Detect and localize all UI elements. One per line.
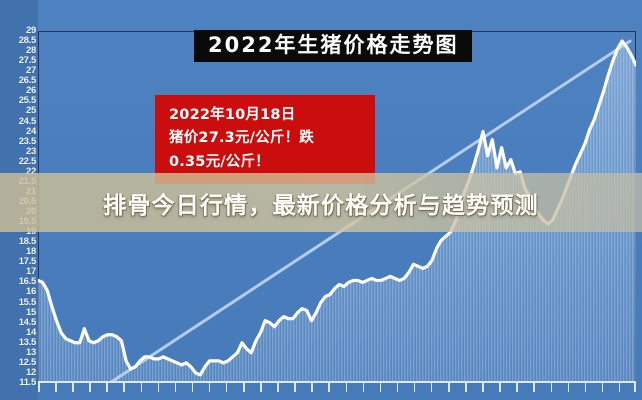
x-axis-line	[38, 381, 636, 383]
x-axis-tick	[413, 383, 416, 392]
x-axis-tick	[618, 383, 621, 392]
x-axis-tick	[430, 383, 433, 392]
callout-line-change: 0.35元/公斤！	[169, 153, 270, 170]
x-axis-tick	[260, 383, 262, 392]
x-axis-tick	[277, 383, 279, 392]
x-axis-tick	[448, 383, 450, 392]
x-axis-tick	[294, 383, 296, 392]
overlay-headline: 排骨今日行情，最新价格分析与趋势预测	[103, 192, 539, 219]
x-axis-tick	[345, 383, 348, 392]
x-axis-tick	[38, 383, 40, 392]
x-axis-tick	[123, 383, 125, 392]
x-axis-tick	[243, 383, 245, 392]
x-axis	[38, 381, 636, 395]
x-axis-tick	[499, 383, 501, 392]
y-axis-tick: 13.5	[18, 336, 37, 348]
y-axis-tick: 26.5	[18, 75, 37, 87]
y-axis-tick: 11.5	[19, 377, 36, 388]
x-axis-tick	[516, 383, 518, 392]
y-axis-tick: 18.5	[18, 236, 37, 248]
y-axis-tick: 13	[26, 346, 36, 358]
x-axis-tick	[362, 383, 365, 392]
y-axis-tick: 14.5	[18, 316, 37, 328]
x-axis-tick	[550, 383, 553, 392]
overlay-banner-band	[0, 173, 642, 232]
x-axis-tick	[174, 383, 177, 392]
y-axis-tick: 18	[26, 246, 36, 258]
y-axis-tick: 12.5	[18, 356, 37, 368]
x-axis-tick	[584, 383, 587, 392]
x-axis-tick	[106, 383, 108, 392]
x-axis-tick	[72, 383, 74, 392]
y-axis-tick: 29	[26, 25, 36, 36]
x-axis-tick	[208, 383, 211, 392]
x-axis-tick	[311, 383, 313, 392]
x-axis-tick	[157, 383, 160, 392]
x-axis-tick	[482, 383, 484, 392]
y-axis-tick: 17.5	[18, 256, 37, 268]
x-axis-tick	[396, 383, 399, 392]
y-axis-tick: 26	[26, 85, 36, 97]
price-callout-box: 2022年10月18日 猪价27.3元/公斤！跌 0.35元/公斤！	[155, 95, 375, 185]
x-axis-tick	[601, 383, 604, 392]
y-axis-tick: 15	[26, 306, 36, 318]
chart-title-plate: 2022年生猪价格走势图	[194, 30, 473, 63]
y-axis-tick: 14	[26, 326, 36, 338]
y-axis-tick: 22	[26, 165, 36, 177]
x-axis-tick	[465, 383, 467, 392]
y-axis-tick: 23	[26, 145, 36, 157]
y-axis-tick: 27.5	[18, 55, 37, 67]
y-axis-tick: 28	[26, 45, 36, 57]
y-axis-tick: 27	[26, 65, 36, 77]
y-axis-tick: 16.5	[18, 276, 37, 288]
x-axis-tick	[379, 383, 382, 392]
x-axis-tick	[533, 383, 535, 392]
y-axis-tick: 16	[26, 286, 36, 298]
y-axis-tick: 17	[26, 266, 36, 278]
y-axis-tick: 24.5	[18, 115, 37, 127]
y-axis-tick: 24	[26, 125, 36, 137]
y-axis-tick: 12	[26, 366, 36, 378]
callout-line-date: 2022年10月18日	[169, 107, 296, 123]
x-axis-tick	[225, 383, 228, 392]
x-axis-tick	[140, 383, 142, 392]
x-axis-tick	[89, 383, 91, 392]
x-axis-tick	[191, 383, 194, 392]
y-axis-tick: 25	[26, 105, 36, 117]
y-axis-tick: 23.5	[18, 135, 37, 147]
callout-line-price: 猪价27.3元/公斤！跌	[169, 130, 314, 147]
x-axis-tick	[328, 383, 330, 392]
y-axis-tick: 22.5	[18, 155, 37, 167]
x-axis-tick	[55, 383, 57, 392]
x-axis-tick	[634, 383, 636, 392]
y-axis-tick: 15.5	[18, 296, 37, 308]
y-axis-tick: 25.5	[18, 95, 37, 107]
y-axis-tick: 28.5	[18, 35, 37, 47]
x-axis-tick	[567, 383, 570, 392]
